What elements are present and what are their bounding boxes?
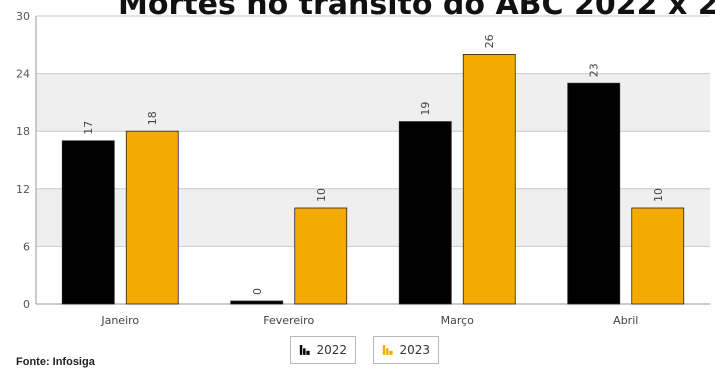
bar-chart-icon [382,345,393,355]
y-tick-label: 12 [16,183,30,196]
y-tick-label: 24 [16,68,30,81]
y-tick-label: 6 [23,240,30,253]
bar-2022-janeiro [61,140,115,305]
data-label: 19 [419,102,432,116]
source-note: Fonte: Infosiga [16,356,95,368]
data-label: 10 [652,188,665,202]
data-label: 17 [82,121,95,135]
bar-2022-abril [567,82,621,305]
y-tick-label: 18 [16,125,30,138]
grid-band [36,16,710,74]
legend-2022[interactable]: 2022 [290,336,356,364]
x-tick-label: Abril [613,314,638,327]
data-label: 0 [251,288,264,295]
bar-chart-icon [299,345,310,355]
legend-label-2022: 2022 [316,343,347,357]
bar-2023-janeiro [125,130,179,305]
bar-2022-fevereiro [230,300,284,305]
x-tick-label: Janeiro [100,314,139,327]
data-label: 26 [483,34,496,48]
legend-2023[interactable]: 2023 [373,336,439,364]
x-tick-label: Março [441,314,475,327]
bar-2022-março [398,121,452,305]
legend-label-2023: 2023 [399,343,430,357]
bar-2023-março [462,54,516,305]
data-label: 18 [146,111,159,125]
bar-2023-fevereiro [294,207,348,305]
y-tick-label: 0 [23,298,30,311]
bar-2023-abril [631,207,685,305]
y-tick-label: 30 [16,10,30,23]
x-tick-label: Fevereiro [263,314,314,327]
data-label: 10 [315,188,328,202]
data-label: 23 [588,63,601,77]
